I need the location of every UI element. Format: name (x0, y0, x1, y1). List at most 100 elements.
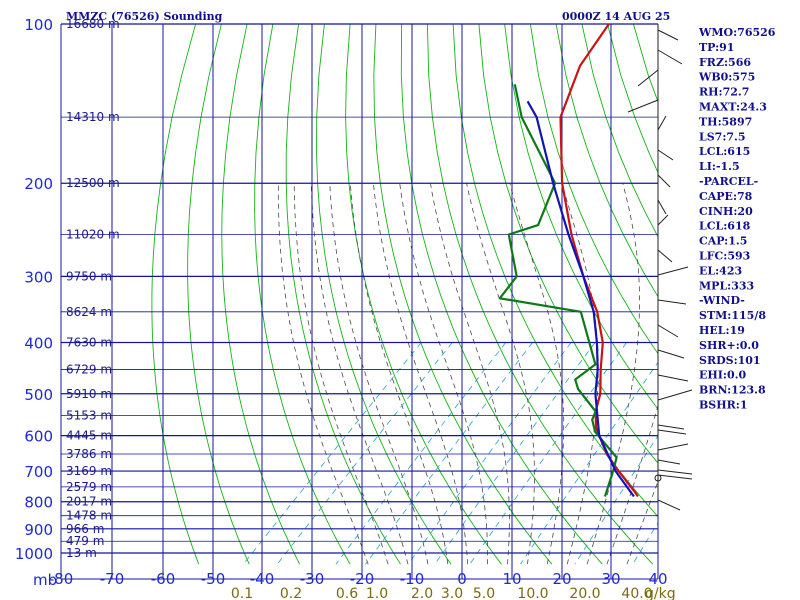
dry-adiabat (285, 24, 401, 565)
sounding-time: 0000Z 14 AUG 25 (562, 10, 670, 23)
height-label: 479 m (66, 534, 104, 548)
wind-barb (657, 499, 681, 511)
moist-adiabat (373, 183, 469, 565)
height-label: 5153 m (66, 409, 112, 423)
dry-adiabat (400, 24, 603, 565)
height-label: 966 m (66, 522, 104, 536)
index-item: CINH:20 (699, 205, 753, 218)
height-label: 14310 m (66, 110, 120, 124)
mixing-ratio-line (276, 342, 453, 565)
index-item: WMO:76526 (698, 26, 776, 39)
sounding-series-1 (498, 84, 618, 497)
dry-adiabat (529, 24, 658, 355)
mixing-ratio-line (520, 361, 658, 565)
wind-barb (637, 69, 659, 87)
mixing-ratio-label: 1.0 (366, 586, 388, 600)
sounding-traces (498, 24, 639, 498)
index-item: TH:5897 (699, 115, 752, 128)
temperature-tick-label: -70 (100, 570, 125, 588)
wind-barb (657, 389, 693, 401)
pressure-unit-label: mb (33, 571, 57, 589)
pressure-tick-label: 700 (24, 463, 53, 481)
wind-barb (657, 49, 683, 65)
moist-adiabat (329, 183, 429, 565)
background-lines (151, 24, 800, 565)
dry-adiabat (762, 24, 800, 564)
temperature-tick-label: 0 (457, 570, 467, 588)
height-label: 7630 m (66, 335, 112, 349)
wind-barb (657, 174, 671, 188)
moist-adiabat (399, 183, 489, 565)
height-label: 3169 m (66, 464, 112, 478)
height-label: 5910 m (66, 387, 112, 401)
sounding-series-2 (526, 100, 635, 498)
moist-adiabat (561, 183, 599, 565)
station-title: MMZC (76526) Sounding (66, 10, 223, 23)
dry-adiabat (316, 24, 452, 565)
wind-barb (657, 459, 681, 465)
mixing-ratio-label: 2.0 (411, 586, 433, 600)
dry-adiabat (254, 24, 351, 565)
mixing-ratio-line (574, 435, 658, 565)
mixing-ratio-label: 0.1 (231, 586, 253, 600)
index-item: EL:423 (699, 264, 742, 277)
index-item: MPL:333 (699, 279, 754, 292)
index-item: EHI:0.0 (699, 369, 746, 382)
index-item: LS7:7.5 (699, 130, 746, 143)
calm-wind-circle (654, 474, 662, 482)
index-item: -WIND- (699, 294, 745, 307)
temperature-tick-label: -80 (49, 570, 74, 588)
index-item: LCL:618 (699, 220, 751, 233)
height-label: 4445 m (66, 429, 112, 443)
wind-barb (657, 266, 689, 276)
wind-barb (627, 99, 659, 113)
index-item: CAPE:78 (699, 190, 753, 203)
height-label: 12500 m (66, 176, 120, 190)
mixing-ratio-line (365, 342, 533, 565)
dry-adiabat (221, 24, 301, 565)
wind-barb (657, 324, 679, 338)
moist-adiabat (310, 183, 409, 565)
index-item: BSHR:1 (699, 399, 748, 412)
dry-adiabat (581, 24, 658, 238)
moist-adiabat (293, 183, 389, 565)
index-item: WB0:575 (698, 71, 755, 84)
index-item: HEL:19 (699, 324, 745, 337)
index-item: -PARCEL- (699, 175, 758, 188)
temperature-tick-label: -60 (151, 570, 176, 588)
dry-adiabat (478, 24, 658, 464)
height-label: 11020 m (66, 228, 120, 242)
mixing-ratio-label: 40.0 (621, 586, 652, 600)
pressure-tick-label: 1000 (15, 545, 53, 563)
indices-panel: WMO:76526 TP:91 FRZ:566 WB0:575 RH:72.7 MAXT:… (698, 26, 776, 412)
height-label: 9750 m (66, 269, 112, 283)
pressure-tick-label: 900 (24, 521, 53, 539)
temperature-tick-label: -40 (250, 570, 275, 588)
moist-adiabat (509, 183, 565, 565)
index-item: FRZ:566 (699, 56, 751, 69)
temperature-tick-label: 40 (648, 570, 667, 588)
height-label: 13 m (66, 546, 97, 560)
temperature-tick-label: 30 (601, 570, 620, 588)
dry-adiabat (504, 24, 658, 410)
wind-barb (657, 214, 669, 226)
wind-barb (657, 424, 685, 430)
wind-barb (657, 443, 689, 451)
moist-adiabat (277, 183, 369, 565)
mixing-ratio-unit: g/kg (645, 586, 676, 600)
temperature-tick-label: -10 (400, 570, 425, 588)
mixing-ratio-label: 20.0 (569, 586, 600, 600)
wind-barbs (627, 24, 693, 511)
wind-barb (657, 249, 673, 263)
moist-adiabat (466, 183, 535, 565)
wind-barb (657, 374, 689, 382)
wind-barb (657, 149, 674, 161)
pressure-tick-label: 200 (24, 175, 53, 193)
wind-barb (657, 115, 667, 131)
pressure-tick-label: 400 (24, 334, 53, 352)
mixing-ratio-line (632, 521, 658, 565)
height-label: 2579 m (66, 480, 112, 494)
temperature-tick-label: 10 (502, 570, 521, 588)
